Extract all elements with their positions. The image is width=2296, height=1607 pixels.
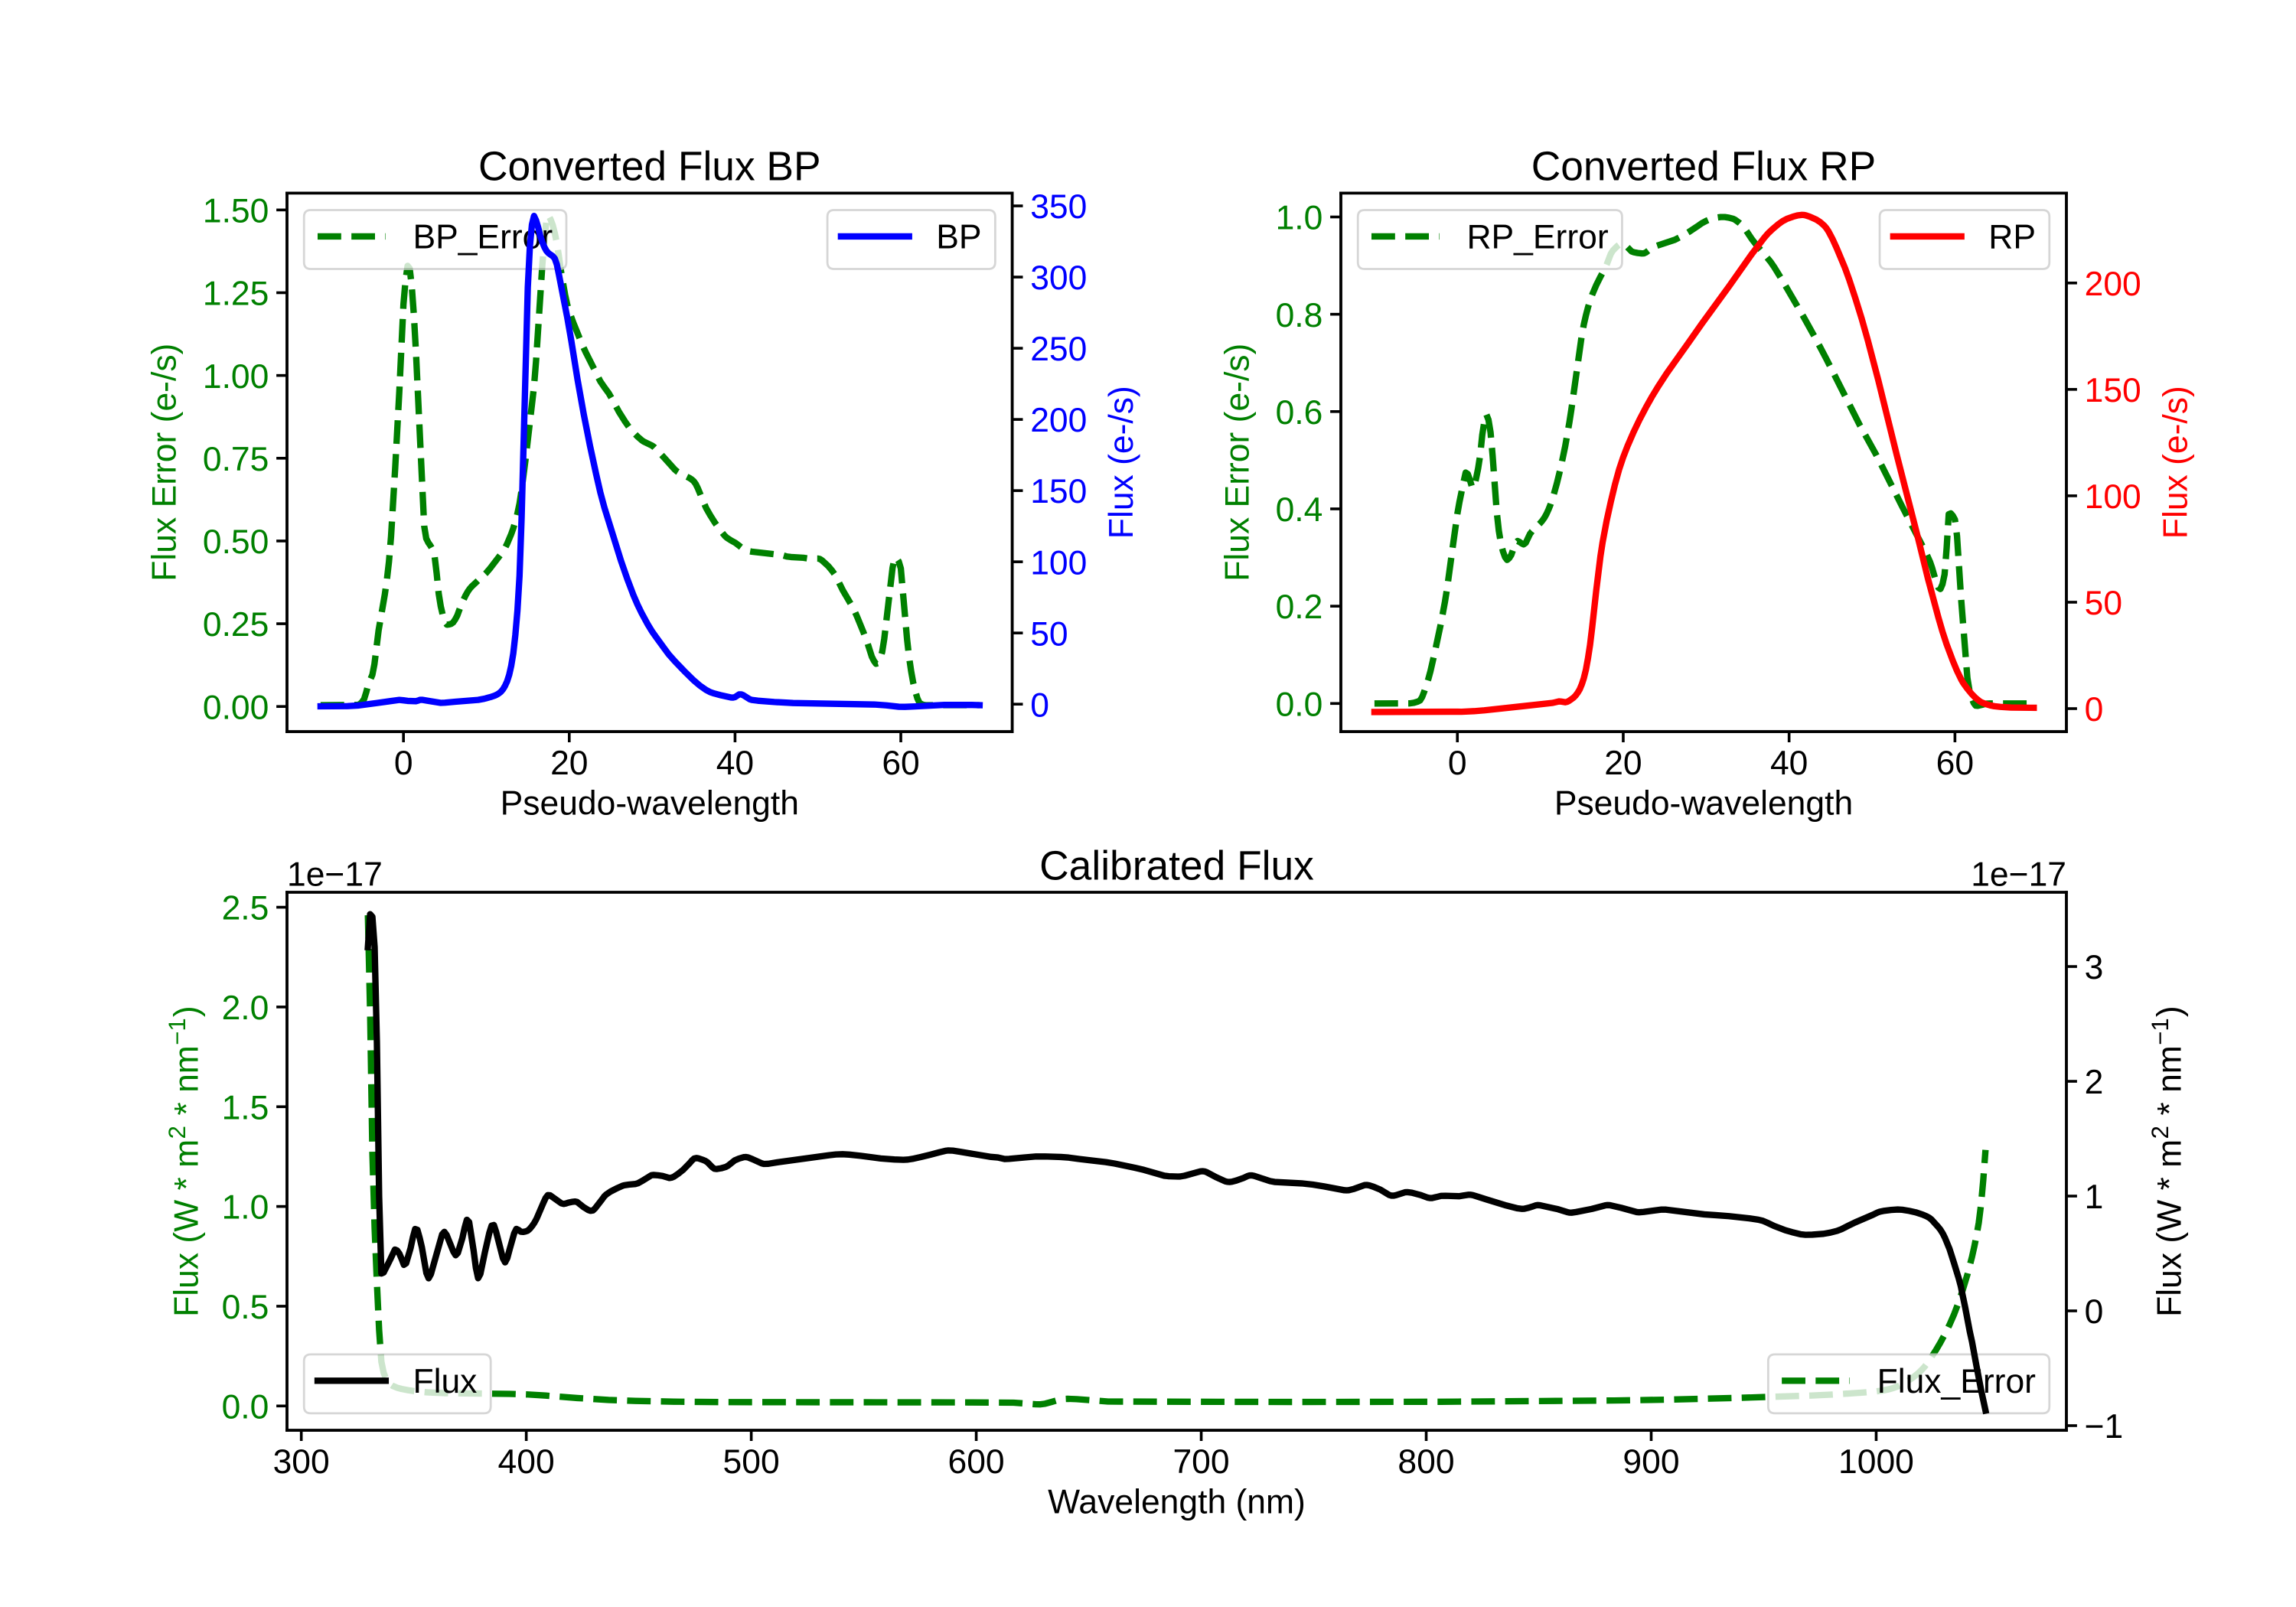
- svg-text:0.5: 0.5: [222, 1289, 269, 1326]
- svg-text:0: 0: [1448, 745, 1467, 782]
- svg-text:Flux (e-/s): Flux (e-/s): [2157, 386, 2194, 539]
- svg-text:300: 300: [273, 1443, 330, 1481]
- svg-text:F l u x: F l u x ( W * m * n m ) 2 − 1: [2138, 997, 2188, 1317]
- svg-text:0.8: 0.8: [1276, 297, 1323, 334]
- svg-text:350: 350: [1030, 188, 1087, 226]
- svg-text:20: 20: [1604, 745, 1642, 782]
- svg-text:Pseudo-wavelength: Pseudo-wavelength: [501, 784, 799, 822]
- svg-text:0.4: 0.4: [1276, 491, 1323, 529]
- svg-text:20: 20: [550, 745, 588, 782]
- svg-text:Flux Error (e-/s): Flux Error (e-/s): [1218, 344, 1256, 582]
- svg-text:3: 3: [2085, 949, 2104, 986]
- svg-text:BP: BP: [936, 219, 981, 256]
- svg-text:Flux (e-/s): Flux (e-/s): [1103, 386, 1140, 539]
- svg-text:1.50: 1.50: [203, 192, 269, 230]
- svg-text:Flux_Error: Flux_Error: [1877, 1363, 2037, 1400]
- svg-text:Flux: Flux: [413, 1363, 477, 1400]
- svg-text:100: 100: [1030, 544, 1087, 582]
- svg-text:Flux Error (e-/s): Flux Error (e-/s): [146, 344, 184, 582]
- svg-text:200: 200: [2085, 266, 2141, 303]
- svg-text:100: 100: [2085, 478, 2141, 516]
- svg-text:RP: RP: [1988, 219, 2036, 256]
- svg-text:1e−17: 1e−17: [1971, 856, 2066, 894]
- svg-text:−1: −1: [2085, 1408, 2124, 1446]
- svg-text:0: 0: [1030, 686, 1049, 724]
- svg-text:40: 40: [716, 745, 754, 782]
- svg-text:1000: 1000: [1838, 1443, 1914, 1481]
- svg-text:1.00: 1.00: [203, 358, 269, 396]
- svg-text:Calibrated Flux: Calibrated Flux: [1039, 843, 1314, 888]
- svg-text:Wavelength (nm): Wavelength (nm): [1048, 1483, 1306, 1521]
- svg-text:0.50: 0.50: [203, 523, 269, 561]
- svg-text:250: 250: [1030, 331, 1087, 368]
- svg-text:150: 150: [2085, 372, 2141, 409]
- svg-text:RP_Error: RP_Error: [1466, 219, 1608, 256]
- svg-text:300: 300: [1030, 259, 1087, 297]
- svg-text:2.5: 2.5: [222, 890, 269, 927]
- svg-text:Converted Flux BP: Converted Flux BP: [478, 145, 821, 190]
- svg-text:0.6: 0.6: [1276, 394, 1323, 432]
- svg-text:2: 2: [2085, 1064, 2104, 1101]
- svg-text:0.00: 0.00: [203, 689, 269, 726]
- svg-text:500: 500: [723, 1443, 780, 1481]
- svg-text:1.0: 1.0: [1276, 200, 1323, 237]
- svg-text:0: 0: [2085, 691, 2104, 729]
- svg-text:1.0: 1.0: [222, 1189, 269, 1227]
- svg-text:1.25: 1.25: [203, 275, 269, 313]
- svg-text:Converted Flux RP: Converted Flux RP: [1531, 145, 1877, 190]
- svg-text:F l u x: F l u x ( W * m * n m ) 2 − 1: [155, 997, 205, 1317]
- svg-text:60: 60: [1936, 745, 1974, 782]
- svg-text:600: 600: [947, 1443, 1004, 1481]
- svg-text:0.2: 0.2: [1276, 588, 1323, 626]
- svg-text:Pseudo-wavelength: Pseudo-wavelength: [1554, 784, 1853, 822]
- svg-text:40: 40: [1770, 745, 1808, 782]
- svg-text:900: 900: [1623, 1443, 1679, 1481]
- svg-text:150: 150: [1030, 473, 1087, 510]
- svg-text:800: 800: [1397, 1443, 1454, 1481]
- svg-text:2.0: 2.0: [222, 989, 269, 1027]
- svg-text:1e−17: 1e−17: [287, 856, 383, 894]
- svg-text:60: 60: [882, 745, 919, 782]
- svg-text:50: 50: [2085, 585, 2122, 622]
- svg-text:200: 200: [1030, 402, 1087, 439]
- svg-text:400: 400: [498, 1443, 555, 1481]
- svg-text:0: 0: [2085, 1293, 2104, 1331]
- svg-text:1: 1: [2085, 1178, 2104, 1216]
- svg-text:0.25: 0.25: [203, 606, 269, 644]
- svg-text:1.5: 1.5: [222, 1089, 269, 1126]
- svg-text:0.0: 0.0: [1276, 686, 1323, 723]
- svg-text:700: 700: [1172, 1443, 1229, 1481]
- svg-text:0.0: 0.0: [222, 1388, 269, 1426]
- svg-text:50: 50: [1030, 615, 1068, 653]
- svg-text:0: 0: [394, 745, 413, 782]
- svg-text:0.75: 0.75: [203, 441, 269, 478]
